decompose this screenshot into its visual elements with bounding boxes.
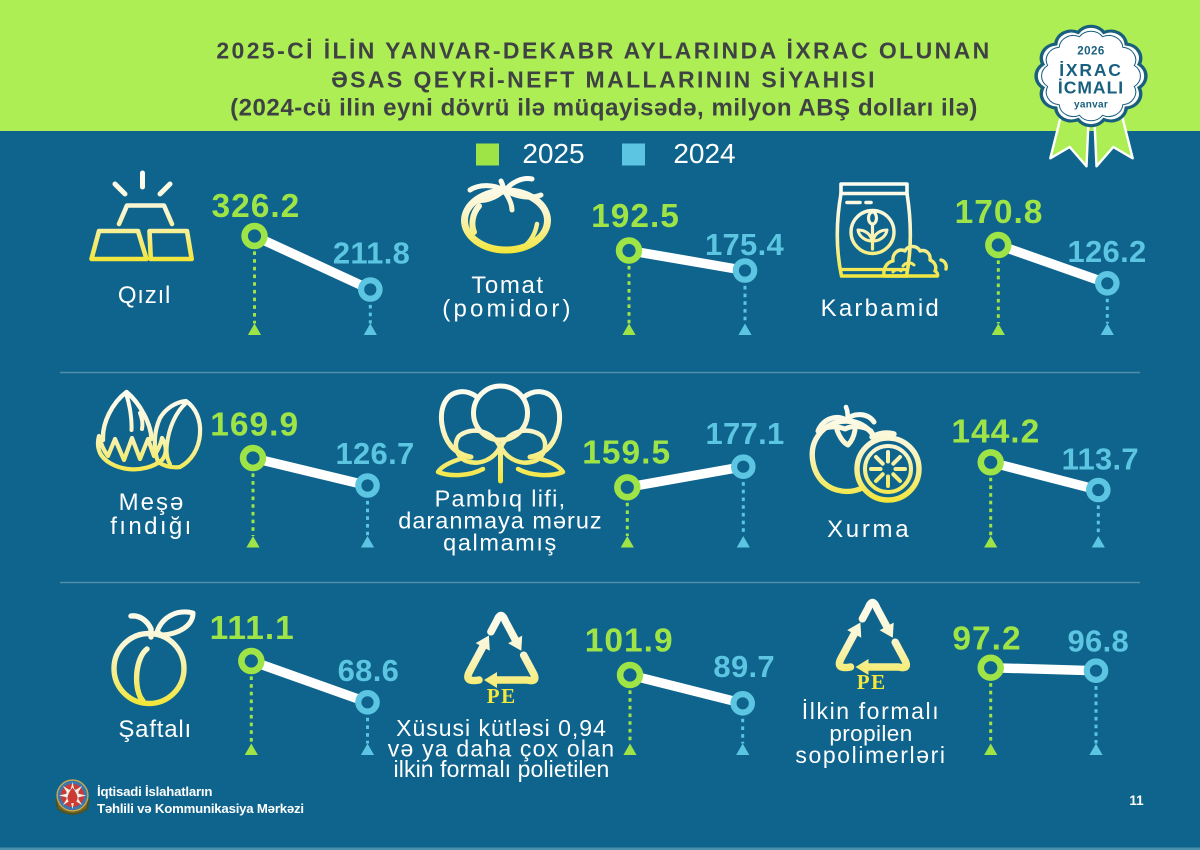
svg-text:Tomat: Tomat <box>471 272 544 299</box>
svg-text:ƏSAS QEYRİ-NEFT MALLARININ SİY: ƏSAS QEYRİ-NEFT MALLARININ SİYAHISI <box>331 67 877 93</box>
svg-text:İXRAC: İXRAC <box>1059 60 1122 80</box>
svg-text:Qızıl: Qızıl <box>118 282 171 309</box>
svg-text:Xurma: Xurma <box>827 516 911 543</box>
svg-text:fındığı: fındığı <box>110 513 194 540</box>
svg-text:97.2: 97.2 <box>952 620 1021 657</box>
svg-text:İqtisadi İslahatların: İqtisadi İslahatların <box>97 784 212 799</box>
svg-text:PE: PE <box>857 670 887 694</box>
svg-text:101.9: 101.9 <box>585 623 674 660</box>
svg-text:qalmamış: qalmamış <box>443 530 558 556</box>
svg-text:113.7: 113.7 <box>1062 442 1139 477</box>
svg-text:Şaftalı: Şaftalı <box>118 716 192 743</box>
svg-text:daranmaya məruz: daranmaya məruz <box>398 508 602 534</box>
svg-text:Təhlili və Kommunikasiya Mərkə: Təhlili və Kommunikasiya Mərkəzi <box>97 801 304 816</box>
svg-text:yanvar: yanvar <box>1074 100 1108 111</box>
svg-text:126.2: 126.2 <box>1067 234 1146 269</box>
svg-text:192.5: 192.5 <box>591 198 680 235</box>
svg-text:159.5: 159.5 <box>582 434 671 471</box>
svg-text:11: 11 <box>1129 793 1144 808</box>
svg-text:2026: 2026 <box>1077 46 1105 58</box>
svg-text:Pambıq lifi,: Pambıq lifi, <box>435 486 567 512</box>
svg-text:170.8: 170.8 <box>955 194 1044 231</box>
svg-text:111.1: 111.1 <box>210 610 295 647</box>
svg-text:96.8: 96.8 <box>1068 624 1130 659</box>
svg-text:(pomidor): (pomidor) <box>442 296 574 323</box>
svg-text:169.9: 169.9 <box>210 407 299 444</box>
svg-text:126.7: 126.7 <box>335 436 414 471</box>
svg-text:Xüsusi kütləsi 0,94: Xüsusi kütləsi 0,94 <box>396 715 607 741</box>
svg-text:Karbamid: Karbamid <box>821 295 941 322</box>
svg-text:89.7: 89.7 <box>713 649 775 684</box>
svg-text:175.4: 175.4 <box>705 227 785 262</box>
svg-text:68.6: 68.6 <box>338 653 400 688</box>
svg-text:sopolimerləri: sopolimerləri <box>795 742 946 768</box>
svg-text:İlkin formalı: İlkin formalı <box>802 698 940 724</box>
svg-text:2025-Cİ İLİN YANVAR-DEKABR AYL: 2025-Cİ İLİN YANVAR-DEKABR AYLARINDA İXR… <box>216 38 991 64</box>
svg-text:(2024-cü ilin eyni dövrü ilə m: (2024-cü ilin eyni dövrü ilə müqayisədə,… <box>230 95 978 122</box>
svg-text:İCMALI: İCMALI <box>1058 78 1124 98</box>
svg-text:və ya daha çox olan: və ya daha çox olan <box>388 736 615 762</box>
svg-text:PE: PE <box>487 684 517 708</box>
svg-text:propilen: propilen <box>829 721 912 746</box>
svg-text:ilkin formalı polietilen: ilkin formalı polietilen <box>394 756 610 782</box>
svg-text:2024: 2024 <box>673 138 735 169</box>
svg-text:326.2: 326.2 <box>211 188 300 225</box>
svg-text:177.1: 177.1 <box>705 416 784 451</box>
svg-text:211.8: 211.8 <box>333 236 410 271</box>
svg-text:Meşə: Meşə <box>119 489 186 516</box>
svg-text:2025: 2025 <box>522 138 584 169</box>
svg-text:144.2: 144.2 <box>951 414 1040 451</box>
